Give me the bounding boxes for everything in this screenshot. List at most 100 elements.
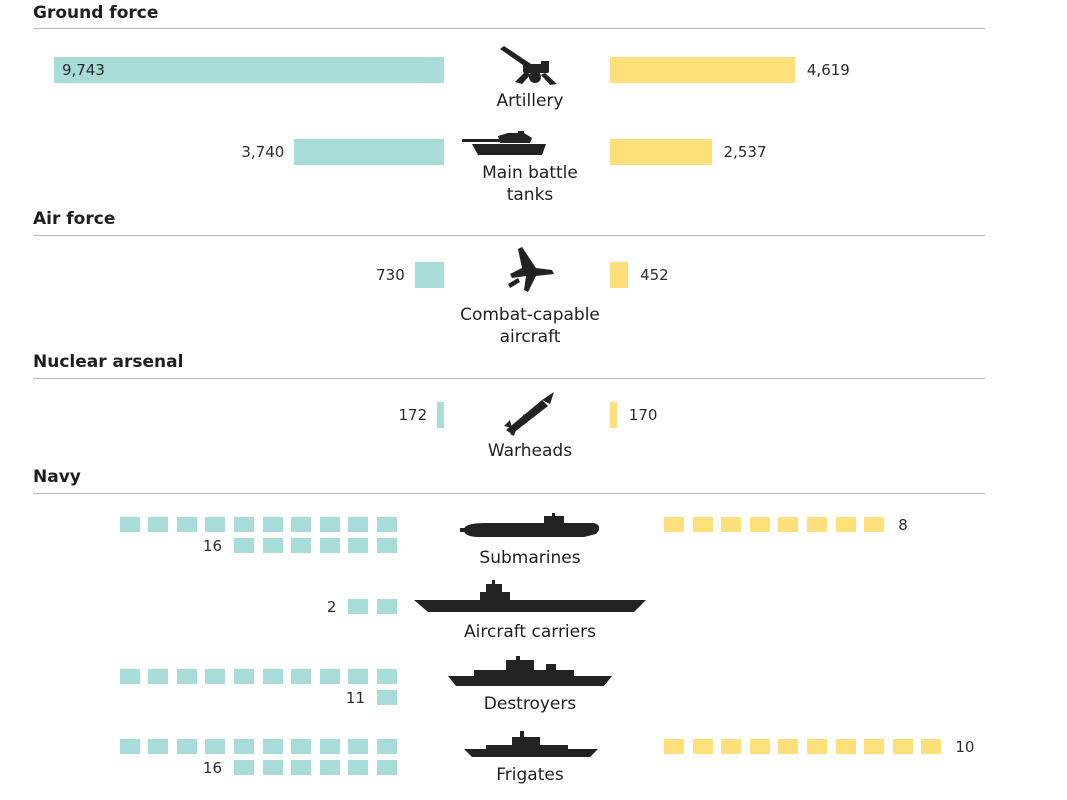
left-value-artillery: 9,743	[62, 61, 105, 79]
right-bar-aircraft	[610, 262, 629, 288]
frigate-icon	[464, 731, 598, 757]
left-unit-square-submarines	[348, 538, 369, 553]
left-unit-square-frigates	[234, 739, 254, 754]
left-unit-square-frigates	[234, 760, 254, 775]
left-value-destroyers: 11	[345, 689, 365, 707]
aircraft-carrier-icon	[414, 580, 646, 612]
right-unit-square-frigates	[864, 739, 885, 754]
right-unit-square-submarines	[721, 517, 742, 532]
right-value-frigates: 10	[955, 738, 975, 756]
left-value-frigates: 16	[202, 759, 222, 777]
left-unit-square-destroyers	[377, 669, 397, 684]
category-label-destroyers: Destroyers	[483, 694, 577, 714]
right-unit-square-frigates	[892, 739, 913, 754]
right-unit-square-submarines	[664, 517, 684, 532]
section-rule	[33, 235, 985, 236]
left-unit-square-submarines	[377, 517, 397, 532]
left-unit-square-destroyers	[262, 669, 283, 684]
right-unit-square-frigates	[835, 739, 856, 754]
left-bar-artillery	[54, 57, 444, 83]
artillery-icon	[500, 46, 557, 85]
left-unit-square-submarines	[148, 517, 169, 532]
left-unit-square-frigates	[291, 760, 312, 775]
left-unit-square-destroyers	[205, 669, 226, 684]
left-unit-square-submarines	[205, 517, 226, 532]
right-value-submarines: 8	[898, 516, 908, 534]
left-unit-square-frigates	[319, 739, 340, 754]
left-unit-square-frigates	[319, 760, 340, 775]
left-unit-square-carriers	[377, 599, 397, 614]
left-value-tanks: 3,740	[241, 143, 285, 161]
category-label-artillery: Artillery	[496, 91, 564, 111]
right-unit-square-submarines	[749, 517, 770, 532]
right-unit-square-submarines	[692, 517, 713, 532]
right-unit-square-frigates	[778, 739, 799, 754]
right-unit-square-frigates	[749, 739, 770, 754]
left-unit-square-frigates	[148, 739, 169, 754]
left-bar-aircraft	[414, 262, 444, 288]
left-unit-square-submarines	[291, 538, 312, 553]
left-value-aircraft: 730	[376, 266, 405, 284]
section-rule	[33, 28, 985, 29]
category-label-aircraft-line1: Combat-capable	[460, 305, 600, 325]
right-unit-square-frigates	[664, 739, 684, 754]
right-unit-square-submarines	[864, 517, 885, 532]
submarine-icon	[460, 513, 600, 537]
left-unit-square-frigates	[176, 739, 197, 754]
right-bar-tanks	[610, 139, 712, 165]
category-label-carriers: Aircraft carriers	[464, 622, 596, 642]
left-unit-square-destroyers	[348, 669, 369, 684]
right-value-aircraft: 452	[640, 266, 669, 284]
left-unit-square-frigates	[348, 760, 369, 775]
category-label-submarines: Submarines	[479, 548, 581, 568]
left-unit-square-destroyers	[119, 669, 140, 684]
right-value-artillery: 4,619	[806, 61, 850, 79]
category-label-tanks-line2: tanks	[506, 185, 554, 205]
tank-icon	[462, 131, 546, 155]
right-unit-square-submarines	[778, 517, 799, 532]
missile-icon	[504, 392, 554, 436]
section-title-ground: Ground force	[33, 3, 159, 23]
left-unit-square-submarines	[348, 517, 369, 532]
left-unit-square-submarines	[119, 517, 140, 532]
section-rule	[33, 378, 985, 379]
left-unit-square-frigates	[377, 760, 397, 775]
left-unit-square-submarines	[234, 517, 254, 532]
right-unit-square-submarines	[807, 517, 827, 532]
left-unit-square-submarines	[176, 517, 197, 532]
right-value-tanks: 2,537	[723, 143, 767, 161]
right-value-warheads: 170	[628, 406, 658, 424]
right-unit-square-submarines	[835, 517, 856, 532]
left-unit-square-submarines	[262, 538, 283, 553]
right-unit-square-frigates	[721, 739, 742, 754]
section-title-air: Air force	[33, 209, 116, 229]
category-label-aircraft-line2: aircraft	[499, 327, 561, 347]
left-bar-warheads	[437, 402, 444, 428]
section-title-navy: Navy	[33, 467, 81, 487]
left-unit-square-destroyers	[176, 669, 197, 684]
left-unit-square-destroyers	[291, 669, 312, 684]
right-bar-artillery	[610, 57, 795, 83]
left-unit-square-submarines	[319, 538, 340, 553]
left-unit-square-destroyers	[148, 669, 169, 684]
left-unit-square-submarines	[262, 517, 283, 532]
left-unit-square-submarines	[319, 517, 340, 532]
left-unit-square-submarines	[377, 538, 397, 553]
right-unit-square-frigates	[921, 739, 942, 754]
left-unit-square-destroyers	[377, 690, 397, 705]
left-unit-square-carriers	[348, 599, 369, 614]
left-unit-square-destroyers	[319, 669, 340, 684]
left-value-submarines: 16	[202, 537, 222, 555]
left-value-warheads: 172	[398, 406, 428, 424]
left-unit-square-submarines	[234, 538, 254, 553]
left-unit-square-frigates	[348, 739, 369, 754]
category-label-frigates: Frigates	[496, 765, 564, 785]
category-label-warheads: Warheads	[487, 441, 573, 461]
left-unit-square-frigates	[262, 760, 283, 775]
left-unit-square-frigates	[205, 739, 226, 754]
left-unit-square-frigates	[119, 739, 140, 754]
category-label-tanks-line1: Main battle	[482, 163, 578, 183]
left-value-carriers: 2	[326, 598, 337, 616]
left-unit-square-destroyers	[234, 669, 254, 684]
left-unit-square-frigates	[377, 739, 397, 754]
